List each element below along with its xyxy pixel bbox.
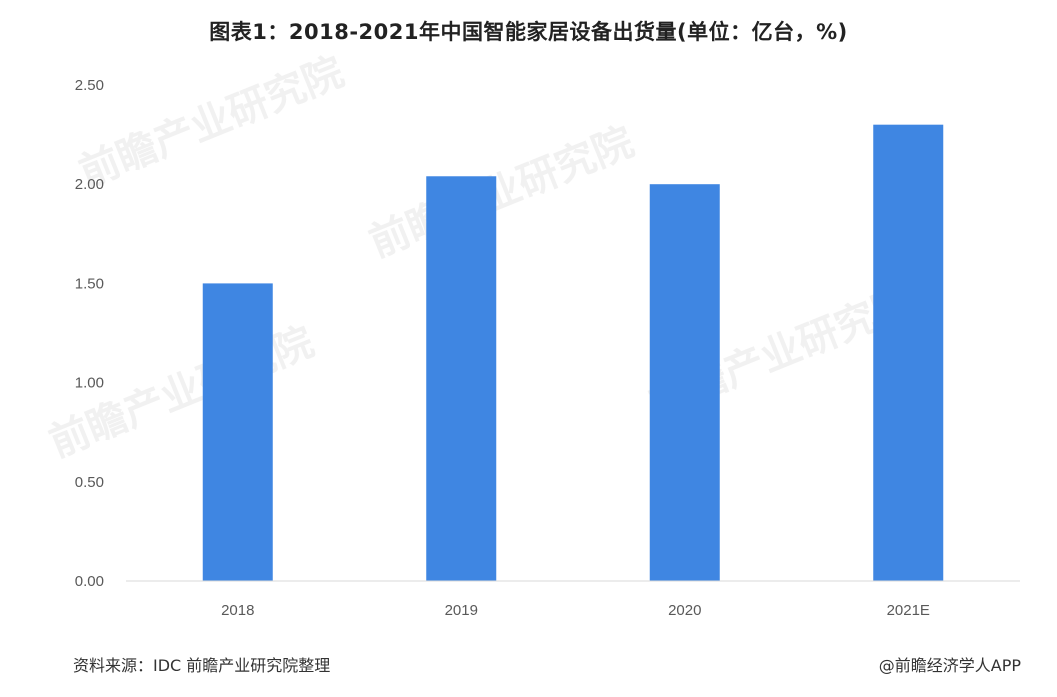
x-tick-label: 2018: [221, 602, 254, 619]
x-tick-label: 2019: [445, 602, 478, 619]
chart-title: 图表1：2018-2021年中国智能家居设备出货量(单位：亿台，%): [209, 20, 848, 44]
bar-2020: [649, 184, 720, 581]
y-tick-label: 1.00: [75, 375, 104, 392]
x-axis: 2018 2019 2020 2021E: [221, 602, 930, 619]
x-tick-label: 2020: [668, 602, 701, 619]
credit-note: @前瞻经济学人APP: [878, 656, 1021, 675]
bar-chart: 0.00 0.50 1.00 1.50 2.00 2.50 2018 2019 2020 202…: [75, 77, 1020, 619]
x-tick-label: 2021E: [887, 602, 930, 619]
source-note: 资料来源：IDC 前瞻产业研究院整理: [73, 656, 331, 675]
bar-series: [202, 124, 944, 582]
y-tick-label: 1.50: [75, 275, 104, 292]
y-tick-label: 0.50: [75, 474, 104, 491]
y-tick-label: 2.50: [75, 77, 104, 94]
y-tick-label: 0.00: [75, 573, 104, 590]
bar-2018: [202, 283, 273, 581]
bar-2019: [426, 176, 497, 582]
bar-2021E: [873, 124, 944, 582]
y-axis: 0.00 0.50 1.00 1.50 2.00 2.50: [75, 77, 104, 590]
y-tick-label: 2.00: [75, 176, 104, 193]
